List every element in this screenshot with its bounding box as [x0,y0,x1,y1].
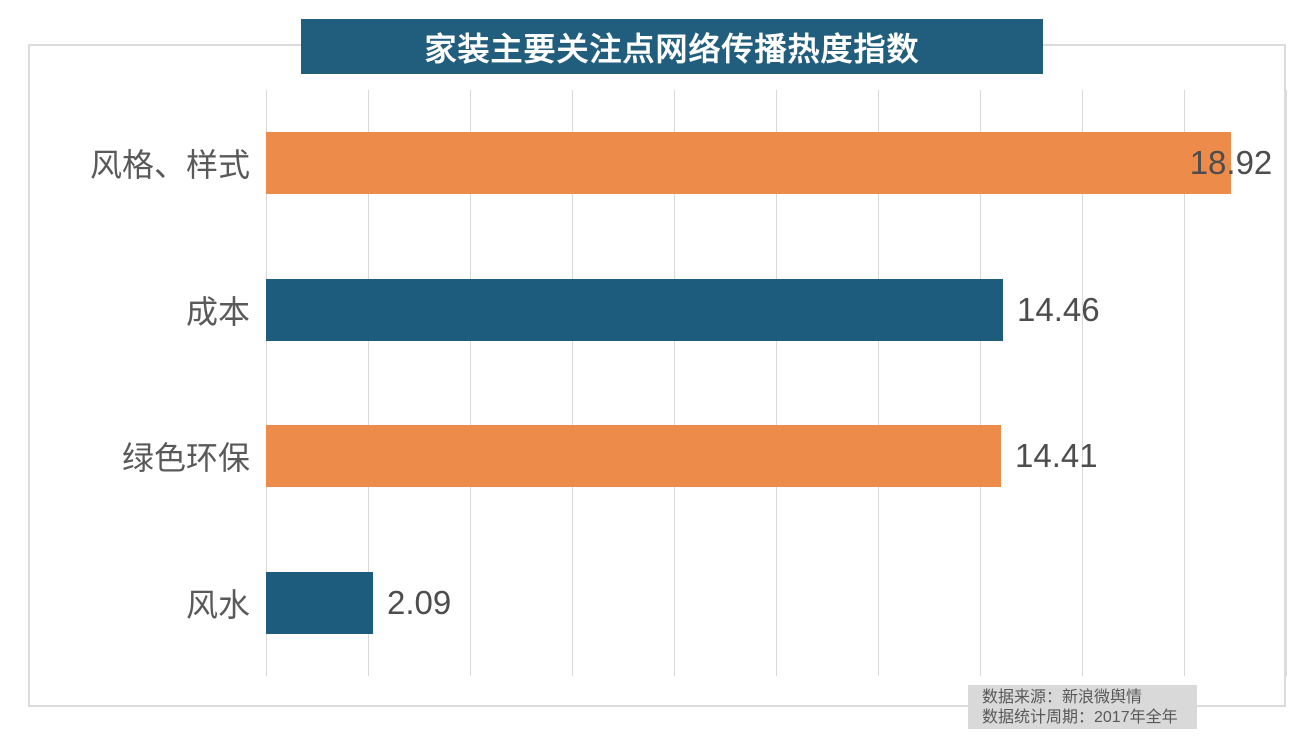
chart-title: 家装主要关注点网络传播热度指数 [424,30,920,67]
gridline [878,90,879,676]
bar-row: 绿色环保 14.41 [122,425,1286,487]
bar-value-label: 2.09 [387,584,452,621]
gridline [470,90,471,676]
gridline [1184,90,1185,676]
gridline [266,90,267,676]
gridline [776,90,777,676]
gridline [980,90,981,676]
bar-1 [266,132,1231,194]
bar-row: 风水 2.09 [186,572,1286,634]
bar-row: 成本 14.46 [186,279,1286,341]
category-label: 风水 [185,587,250,623]
title-banner: 家装主要关注点网络传播热度指数 [301,19,1043,74]
category-label: 绿色环保 [121,440,250,476]
gridline [1082,90,1083,676]
gridline [674,90,675,676]
gridline [1286,90,1287,676]
plot-area: 风格、样式 18.92 成本 14.46 绿色环保 14.41 风水 2.09 [90,90,1287,676]
bar-value-label: 14.46 [1017,291,1100,328]
bar-value-label: 14.41 [1015,437,1098,474]
gridline [572,90,573,676]
bar-value-label: 18.92 [1189,144,1273,181]
source-note-box: 数据来源：新浪微舆情 数据统计周期：2017年全年 [968,685,1197,729]
category-label: 风格、样式 [89,147,250,183]
bar-3 [266,425,1001,487]
category-label: 成本 [185,294,250,330]
gridline [368,90,369,676]
source-note-line1: 数据来源：新浪微舆情 [982,689,1143,706]
source-note-line2: 数据统计周期：2017年全年 [982,709,1178,726]
bar-2 [266,279,1003,341]
bar-row: 风格、样式 18.92 [90,132,1286,194]
bar-4 [266,572,373,634]
